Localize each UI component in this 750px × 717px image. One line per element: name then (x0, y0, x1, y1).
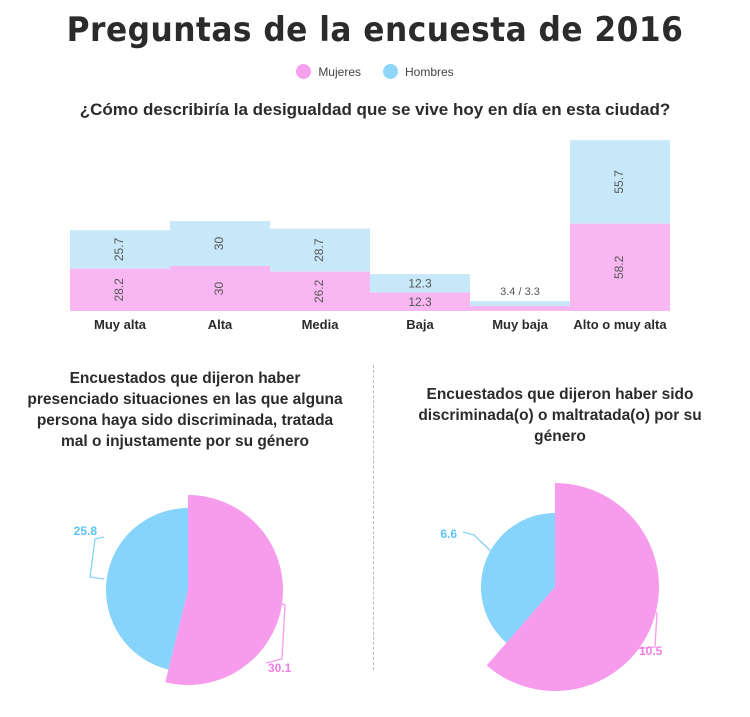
x-tick-label-muy-baja: Muy baja (492, 317, 548, 332)
bar-hombres-alto-o-muy-alta (570, 140, 670, 224)
pie-label-hombres: 25.8 (74, 524, 98, 538)
bar-mujeres-muy-baja (470, 305, 570, 311)
stacked-bar-chart: 28.2 25.7 Muy alta 30 30 Alta 26.2 28.7 Media 12.… (70, 140, 670, 332)
pie-slice-hombres (481, 513, 555, 643)
x-tick-label-alto-o-muy-alta: Alto o muy alta (573, 317, 667, 332)
bar-hombres-muy-alta (70, 230, 170, 269)
legend-swatch-hombres (383, 64, 398, 79)
bar-mujeres-muy-alta (70, 268, 170, 311)
pie-right-title: Encuestados que dijeron haber sido discr… (418, 386, 702, 445)
bar-mujeres-alta (170, 266, 270, 311)
data-label-hombres-alta: 30 (212, 237, 226, 251)
data-label-hombres-media: 28.7 (312, 238, 326, 262)
leader-line-mujeres (632, 606, 658, 650)
pie-label-hombres: 6.6 (440, 527, 457, 541)
bar-hombres-baja (370, 274, 470, 293)
x-tick-label-alta: Alta (208, 317, 233, 332)
data-label-hombres-alto-o-muy-alta: 55.7 (612, 170, 626, 194)
x-tick-label-media: Media (302, 317, 340, 332)
data-label-mujeres-alto-o-muy-alta: 58.2 (612, 255, 626, 279)
bar-mujeres-baja (370, 292, 470, 311)
bar-hombres-media (270, 228, 370, 272)
data-label-combined-muy-baja: 3.4 / 3.3 (500, 286, 540, 298)
legend-label-hombres: Hombres (405, 64, 454, 79)
data-label-mujeres-muy-alta: 28.2 (112, 278, 126, 302)
x-tick-label-muy-alta: Muy alta (94, 317, 147, 332)
pie-slice-mujeres (165, 495, 283, 685)
legend: Mujeres Hombres (0, 64, 750, 79)
bar-hombres-muy-baja (470, 300, 570, 306)
page-title: Preguntas de la encuesta de 2016 (66, 10, 684, 50)
data-label-mujeres-alta: 30 (212, 282, 226, 296)
pie-slice-mujeres (486, 483, 659, 691)
leader-line-hombres (462, 531, 498, 558)
legend-item-mujeres: Mujeres (296, 64, 361, 79)
divider (373, 365, 374, 670)
legend-label-mujeres: Mujeres (318, 64, 361, 79)
data-label-mujeres-baja: 12.3 (408, 295, 432, 309)
data-label-hombres-baja: 12.3 (408, 276, 432, 290)
pie-label-mujeres: 30.1 (268, 661, 292, 675)
x-tick-label-baja: Baja (406, 317, 434, 332)
bar-chart-title: ¿Cómo describiría la desigualdad que se … (79, 100, 671, 119)
bar-hombres-alta (170, 221, 270, 266)
pie-slice-hombres (106, 508, 188, 670)
leader-line-hombres (89, 536, 105, 580)
data-label-hombres-muy-alta: 25.7 (112, 237, 126, 261)
data-label-mujeres-media: 26.2 (312, 279, 326, 303)
pie-label-mujeres: 10.5 (639, 644, 663, 658)
bar-mujeres-alto-o-muy-alta (570, 223, 670, 311)
pie-left-title: Encuestados que dijeron haber presenciad… (27, 370, 343, 450)
pie-chart-left: 25.8 30.1 (74, 495, 292, 685)
legend-item-hombres: Hombres (383, 64, 454, 79)
pie-chart-right: 6.6 10.5 (440, 483, 663, 691)
legend-swatch-mujeres (296, 64, 312, 79)
bar-mujeres-media (270, 271, 370, 311)
leader-line-mujeres (265, 601, 286, 664)
